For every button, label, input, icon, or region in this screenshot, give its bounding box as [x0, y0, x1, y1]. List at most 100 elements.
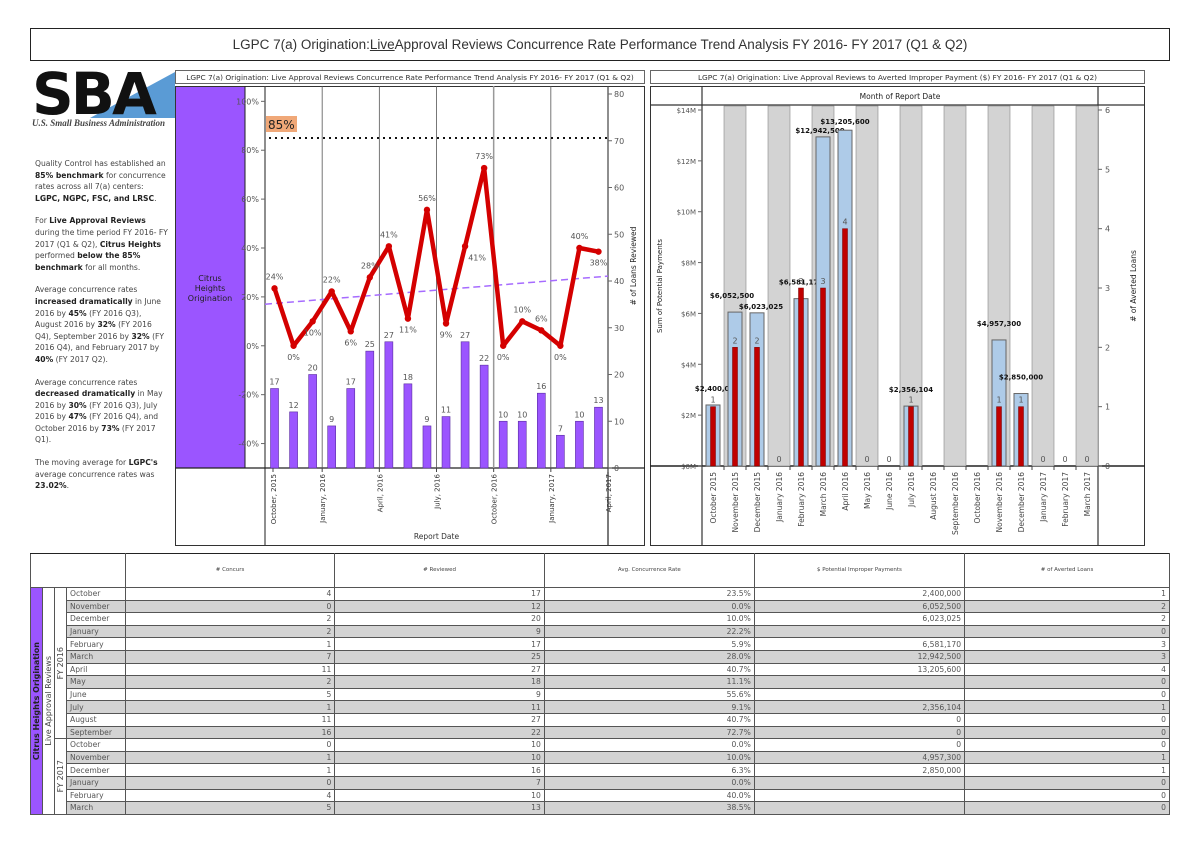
narrative-paragraph: Average concurrence rates decreased dram… [35, 377, 170, 447]
value-cell: 0 [753, 738, 966, 752]
value-cell: 1 [964, 700, 1170, 714]
trend-chart: CitrusHeightsOrigination100%80%60%40%20%… [175, 86, 645, 545]
reviewed-bar-label: 10 [574, 410, 584, 419]
y-left-tick-label: $12M [677, 158, 696, 166]
value-cell [753, 788, 966, 803]
value-cell: 13,205,600 [753, 662, 966, 677]
row-header-band [176, 87, 245, 468]
narrative-run: Average concurrence rates [35, 377, 138, 387]
fiscal-year-cell: FY 2017 [54, 738, 67, 815]
y-left-tick-label: -40% [238, 440, 259, 449]
value-cell: 1 [964, 763, 1170, 777]
value-cell: 0 [964, 687, 1170, 702]
reviewed-bar [556, 434, 565, 469]
payment-bar-label: $6,052,500 [710, 292, 754, 300]
concurrence-point [557, 342, 564, 349]
concurrence-point-label: 0% [287, 353, 300, 362]
x-tick-label: February 2017 [1061, 472, 1070, 527]
column-header[interactable]: # Concurs [124, 553, 336, 588]
value-cell: 1 [124, 700, 336, 714]
reviewed-bar-label: 10 [517, 410, 527, 419]
value-cell: 55.6% [543, 687, 755, 702]
value-cell: 0 [964, 624, 1170, 639]
value-cell: 10 [334, 788, 545, 803]
value-cell: 2 [124, 612, 336, 626]
reviewed-bar [384, 341, 394, 469]
narrative-run: (FY 2016 Q4), September 2016 by [35, 320, 152, 341]
averted-loans-bar [908, 406, 914, 467]
averted-loans-label: 0 [1040, 455, 1045, 464]
value-cell: 1 [964, 750, 1170, 765]
concurrence-point-label: 38% [590, 259, 608, 268]
y-left-tick-label: 80% [241, 146, 259, 155]
value-cell: 4 [124, 587, 336, 601]
y-right-axis-title: # of Averted Loans [1129, 250, 1138, 322]
y-left-tick-label: $2M [681, 412, 696, 420]
column-header[interactable]: $ Potential Improper Payments [753, 553, 966, 588]
value-cell: 72.7% [543, 725, 755, 740]
y-right-axis-title: # of Loans Reviewed [629, 226, 638, 305]
value-cell: 2,850,000 [753, 763, 966, 777]
x-tick-label: January, 2017 [548, 474, 556, 524]
narrative-paragraph: For Live Approval Reviews during the tim… [35, 215, 170, 273]
reviewed-bar [308, 374, 317, 469]
value-cell: 11 [124, 712, 336, 727]
payment-bar-label: $2,400,000 [695, 385, 739, 393]
x-tick-label: May 2016 [863, 472, 872, 509]
y-right-tick-label: 70 [614, 137, 624, 146]
narrative-run: average concurrence rates was [35, 469, 155, 479]
table-row: December 1 16 6.3% 2,850,000 1 [31, 763, 1170, 777]
column-header[interactable]: # of Averted Loans [964, 553, 1170, 588]
reviewed-bar [365, 350, 375, 469]
value-cell: 0 [124, 775, 336, 790]
value-cell: 0.0% [543, 738, 755, 752]
averted-loans-bar [754, 347, 760, 467]
fiscal-year-label: FY 2017 [56, 760, 65, 793]
reviewed-bar [289, 411, 298, 469]
review-type-label: Live Approval Reviews [44, 656, 53, 746]
averted-loans-label: 1 [908, 396, 913, 405]
concurrence-point [366, 274, 374, 281]
x-axis-title: Report Date [414, 532, 460, 541]
reviewed-bar-label: 17 [346, 378, 356, 387]
reviewed-bar [537, 392, 546, 469]
reviewed-bar-label: 25 [365, 340, 375, 349]
table-row: November 0 12 0.0% 6,052,500 2 [31, 599, 1170, 614]
month-cell: December [66, 612, 126, 626]
narrative-emphasis: LGPC's [128, 458, 158, 468]
averted-loans-label: 4 [842, 218, 847, 227]
narrative-run: for all months. [82, 262, 141, 272]
y-right-tick-label: 0 [1105, 462, 1110, 471]
fiscal-year-cell: FY 2016 [54, 586, 67, 740]
value-cell: 11 [124, 662, 336, 677]
value-cell: 5 [124, 801, 336, 815]
title-live: Live [369, 37, 395, 52]
value-cell: 6,052,500 [753, 599, 966, 614]
reviewed-bar-label: 9 [329, 415, 334, 424]
value-cell: 9 [334, 624, 545, 639]
payment-bar-label: $6,581,170 [779, 279, 823, 287]
column-header[interactable]: Avg. Concurrence Rate [543, 553, 755, 588]
month-header: Month of Report Date [860, 92, 941, 101]
reviewed-bar-label: 12 [288, 401, 298, 410]
concurrence-point [519, 318, 526, 325]
value-cell: 17 [334, 637, 545, 651]
month-band [943, 105, 967, 467]
x-tick-label: March 2016 [819, 472, 828, 517]
x-tick-label: April 2016 [841, 472, 850, 511]
x-tick-label: March 2017 [1083, 472, 1092, 517]
reviewed-bar [327, 425, 336, 469]
narrative-emphasis: 30% [68, 400, 87, 410]
value-cell [753, 801, 966, 815]
column-header[interactable]: # Reviewed [334, 553, 545, 588]
month-band [767, 105, 791, 467]
value-cell: 0 [964, 712, 1170, 727]
payment-bar-label: $6,023,025 [739, 303, 783, 311]
value-cell: 10 [334, 738, 545, 752]
x-tick-label: August 2016 [929, 472, 938, 520]
y-left-tick-label: 40% [241, 244, 259, 253]
sba-logo: SBA [32, 66, 175, 128]
value-cell: 0 [964, 738, 1170, 752]
value-cell: 1 [124, 637, 336, 651]
y-right-tick-label: 30 [614, 324, 624, 333]
